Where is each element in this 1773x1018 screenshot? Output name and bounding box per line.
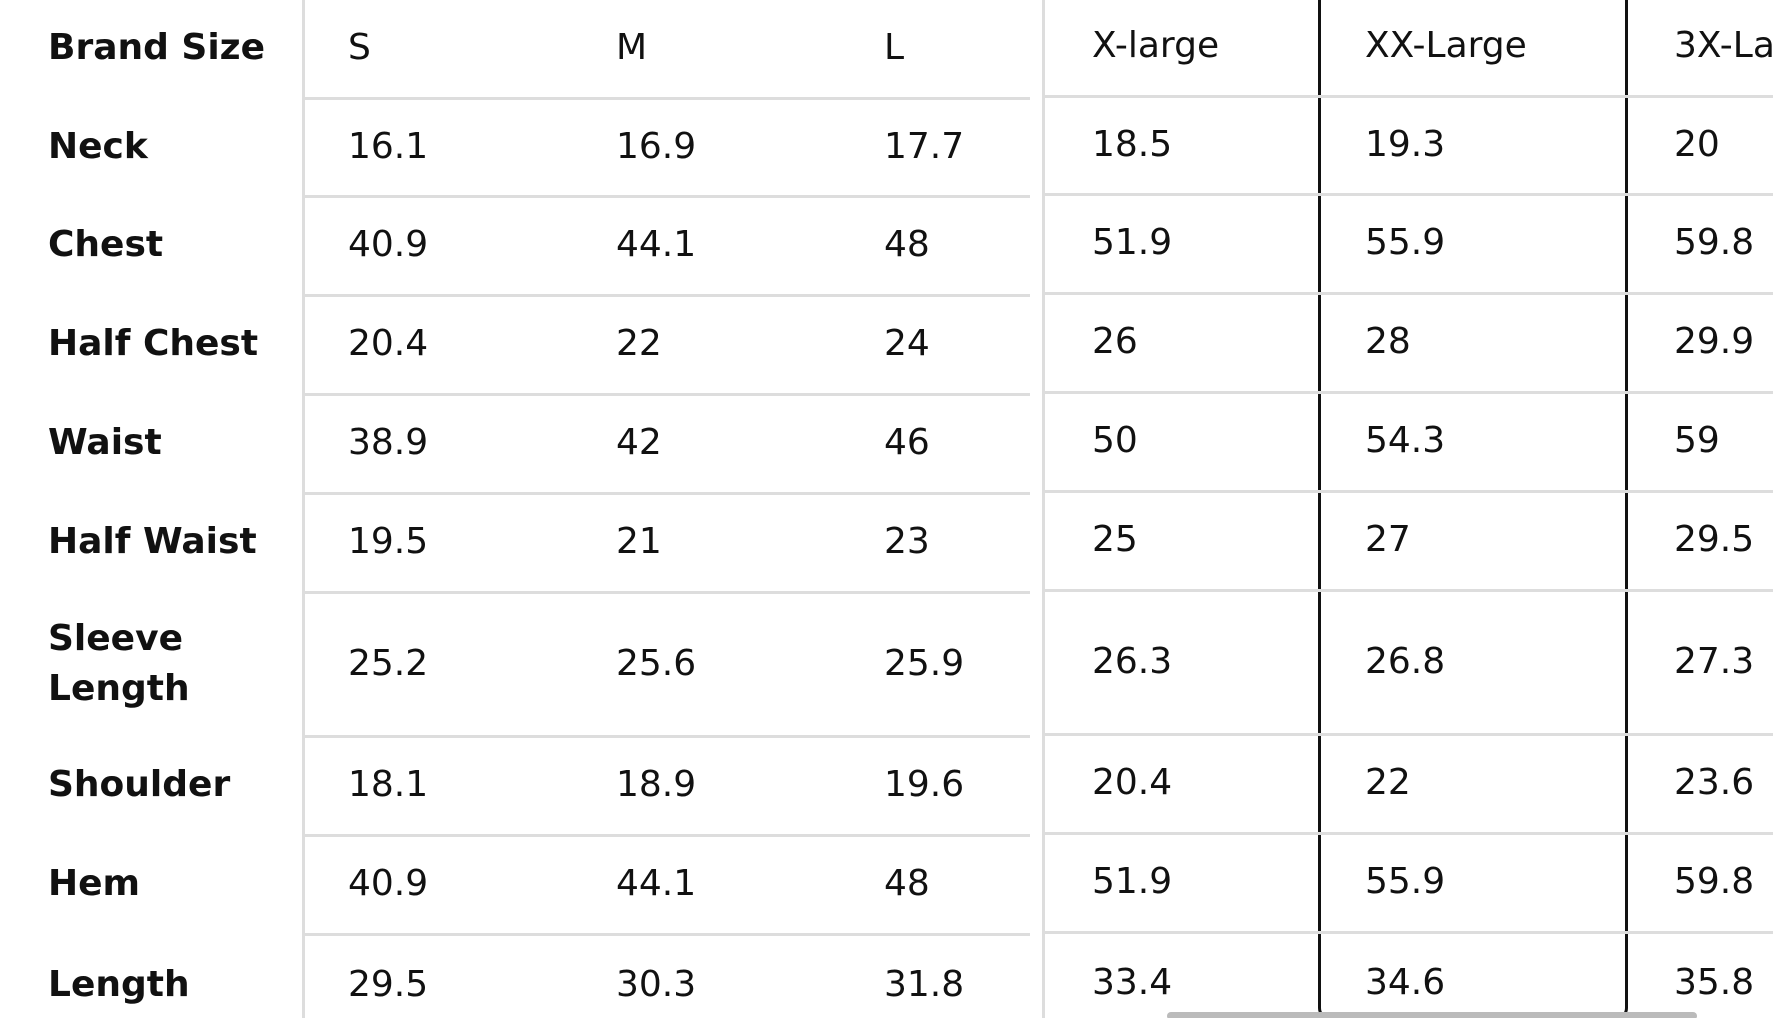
cell: 22 — [616, 323, 662, 364]
column-header: X-large — [1092, 25, 1220, 66]
cell: 44.1 — [616, 224, 697, 265]
cell: 19.3 — [1365, 124, 1446, 165]
cell: 35.8 — [1674, 962, 1755, 1003]
cell: 23 — [884, 521, 930, 562]
cell: 29.9 — [1674, 321, 1755, 362]
divider — [1042, 0, 1045, 1018]
row-label: Shoulder — [48, 764, 231, 805]
cell: 40.9 — [348, 863, 429, 904]
cell: 16.9 — [616, 126, 697, 167]
cell: 34.6 — [1365, 962, 1446, 1003]
row-line — [303, 492, 1030, 495]
cell: 26.8 — [1365, 641, 1446, 682]
row-line — [1045, 733, 1773, 736]
cell: 17.7 — [884, 126, 965, 167]
row-header: Brand Size — [48, 27, 266, 68]
cell: 26 — [1092, 321, 1138, 362]
scrollbar — [1167, 1012, 1697, 1018]
row-line — [303, 591, 1030, 594]
cell: 18.9 — [616, 764, 697, 805]
cell: 44.1 — [616, 863, 697, 904]
row-line — [303, 834, 1030, 837]
cell: 48 — [884, 224, 930, 265]
cell: 25.6 — [616, 643, 697, 684]
cell: 40.9 — [348, 224, 429, 265]
cell: 30.3 — [616, 964, 697, 1005]
row-line — [1045, 931, 1773, 934]
row-label: Hem — [48, 863, 141, 904]
row-line — [303, 97, 1030, 100]
column-header: 3X-La — [1674, 25, 1773, 66]
row-line — [1045, 95, 1773, 98]
cell: 19.5 — [348, 521, 429, 562]
row-label: Waist — [48, 422, 162, 463]
cell: 22 — [1365, 762, 1411, 803]
row-line — [1045, 391, 1773, 394]
column-header: M — [616, 27, 648, 68]
divider — [302, 0, 305, 1018]
row-line — [1045, 193, 1773, 196]
cell: 59.8 — [1674, 861, 1755, 902]
row-line — [303, 933, 1030, 936]
row-label: Length — [48, 964, 190, 1005]
cell: 59 — [1674, 420, 1720, 461]
cell: 21 — [616, 521, 662, 562]
cell: 25.9 — [884, 643, 965, 684]
column-header: L — [884, 27, 905, 68]
cell: 48 — [884, 863, 930, 904]
cell: 31.8 — [884, 964, 965, 1005]
cell: 55.9 — [1365, 222, 1446, 263]
cell: 20.4 — [1092, 762, 1173, 803]
row-line — [1045, 490, 1773, 493]
cell: 19.6 — [884, 764, 965, 805]
cell: 59.8 — [1674, 222, 1755, 263]
cell: 54.3 — [1365, 420, 1446, 461]
row-label: Neck — [48, 126, 148, 167]
cell: 18.5 — [1092, 124, 1173, 165]
column-header: XX-Large — [1365, 25, 1527, 66]
row-label: Half Chest — [48, 323, 259, 364]
cell: 25.2 — [348, 643, 429, 684]
cell: 20.4 — [348, 323, 429, 364]
row-line — [303, 735, 1030, 738]
cell: 29.5 — [348, 964, 429, 1005]
cell: 27 — [1365, 519, 1411, 560]
cell: 20 — [1674, 124, 1720, 165]
cell: 50 — [1092, 420, 1138, 461]
row-line — [1045, 292, 1773, 295]
row-label: Half Waist — [48, 521, 257, 562]
cell: 33.4 — [1092, 962, 1173, 1003]
cell: 29.5 — [1674, 519, 1755, 560]
cell: 28 — [1365, 321, 1411, 362]
cell: 27.3 — [1674, 641, 1755, 682]
cell: 51.9 — [1092, 222, 1173, 263]
cell: 23.6 — [1674, 762, 1755, 803]
row-line — [303, 195, 1030, 198]
row-line — [303, 294, 1030, 297]
cell: 46 — [884, 422, 930, 463]
cell: 42 — [616, 422, 662, 463]
cell: 51.9 — [1092, 861, 1173, 902]
cell: 26.3 — [1092, 641, 1173, 682]
row-line — [1045, 589, 1773, 592]
cell: 25 — [1092, 519, 1138, 560]
cell: 24 — [884, 323, 930, 364]
cell: 16.1 — [348, 126, 429, 167]
column-header: S — [348, 27, 371, 68]
row-label: Sleeve Length — [48, 618, 190, 709]
row-line — [303, 393, 1030, 396]
row-line — [1045, 832, 1773, 835]
row-label: Chest — [48, 224, 164, 265]
cell: 55.9 — [1365, 861, 1446, 902]
cell: 18.1 — [348, 764, 429, 805]
cell: 38.9 — [348, 422, 429, 463]
